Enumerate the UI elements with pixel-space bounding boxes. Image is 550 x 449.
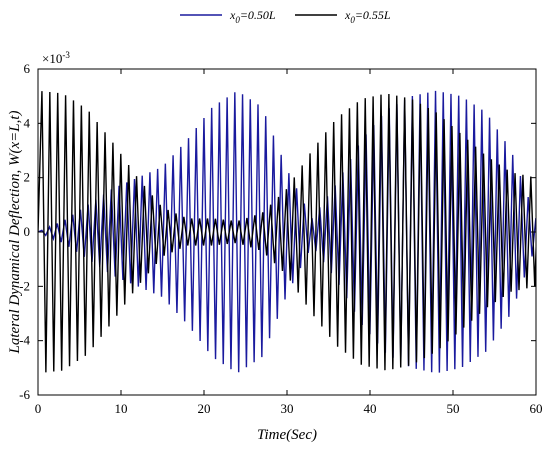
y-multiplier: ×10-3 [42, 50, 70, 66]
x-tick-label: 50 [447, 401, 460, 416]
series-layer [38, 90, 536, 373]
tick-layer: 0 10 20 30 40 50 60 -6 -4 -2 0 2 4 6 [19, 61, 542, 416]
plot-frame [37, 68, 537, 396]
x-tick-label: 30 [281, 401, 294, 416]
y-tick-label: -6 [19, 387, 30, 402]
y-tick-label: 2 [24, 170, 31, 185]
y-tick-label: -2 [19, 278, 30, 293]
legend-label-series-0: x0=0.50L [229, 8, 276, 25]
x-tick-label: 10 [115, 401, 128, 416]
x-tick-label: 60 [530, 401, 543, 416]
legend-label-series-1: x0=0.55L [344, 8, 391, 25]
y-tick-label: 0 [24, 224, 31, 239]
legend: x0=0.50L x0=0.55L [180, 8, 391, 25]
y-tick-label: -4 [19, 333, 30, 348]
y-tick-label: 4 [24, 115, 31, 130]
x-axis-label: Time(Sec) [257, 427, 317, 443]
series-line-0 [38, 90, 536, 373]
series-line-1 [38, 91, 536, 373]
x-tick-label: 40 [364, 401, 377, 416]
x-tick-label: 0 [35, 401, 42, 416]
y-tick-label: 6 [24, 61, 31, 76]
y-axis-label: Lateral Dynamical Deflection, W(x=L,t) [7, 111, 23, 355]
x-tick-label: 20 [198, 401, 211, 416]
